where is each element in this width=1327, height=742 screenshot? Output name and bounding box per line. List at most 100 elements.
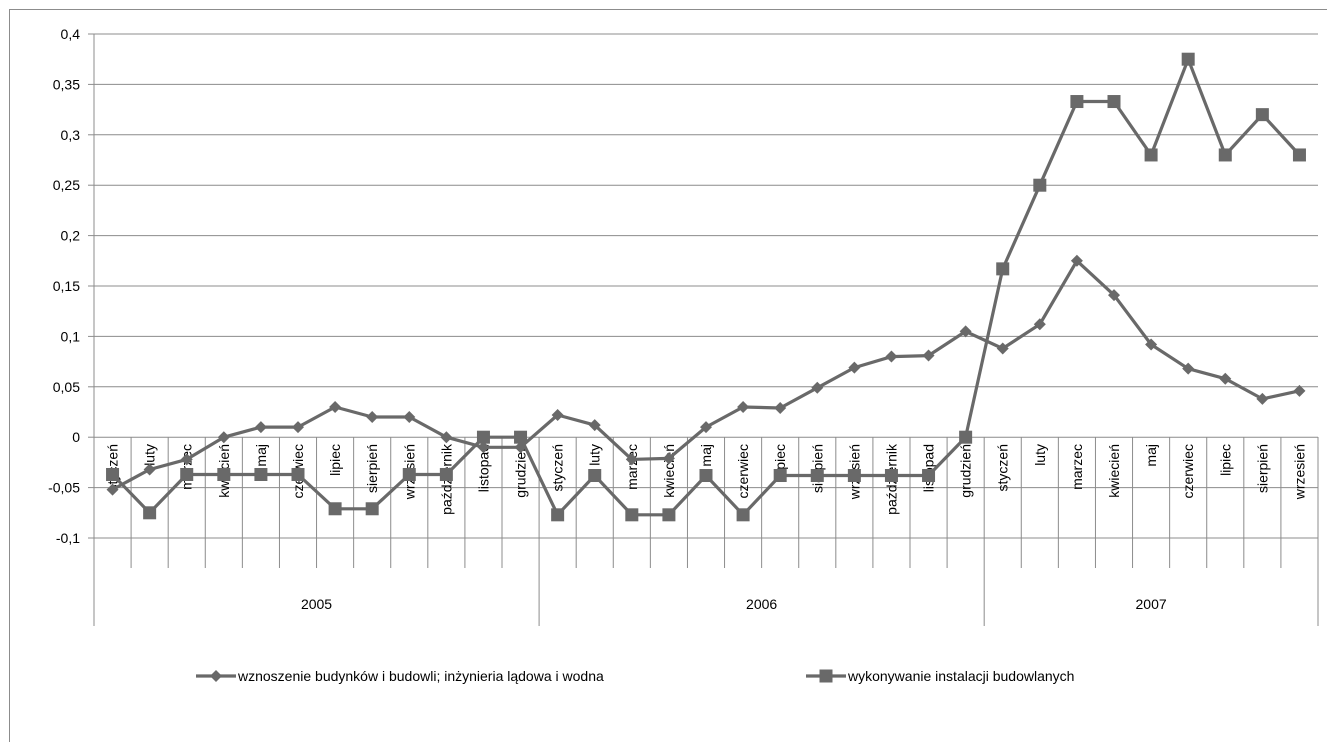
- data-point-square: [402, 467, 416, 481]
- data-point-square: [1107, 95, 1121, 109]
- x-category-label: styczeń: [550, 444, 566, 491]
- data-point-diamond: [700, 421, 712, 434]
- y-tick-label: 0,15: [53, 278, 80, 294]
- x-category-label: luty: [1032, 444, 1048, 466]
- data-point-diamond: [180, 453, 193, 466]
- data-point-square: [662, 508, 676, 522]
- x-category-label: maj: [253, 444, 269, 467]
- y-axis-ticks: -0,1 -0,05 0 0,05 0,1 0,15 0,2 0,25 0,3 0,35 0,4: [48, 26, 80, 546]
- data-point-diamond: [477, 441, 490, 454]
- data-point-square: [551, 508, 565, 522]
- data-point-diamond: [292, 421, 304, 434]
- series-lines: [106, 52, 1306, 522]
- data-point-diamond: [662, 452, 675, 465]
- data-point-square: [1255, 108, 1269, 122]
- data-point-diamond: [329, 400, 342, 413]
- x-category-label: sierpień: [809, 444, 825, 493]
- data-point-diamond: [959, 325, 972, 338]
- data-point-square: [699, 469, 713, 483]
- data-point-diamond: [1070, 254, 1083, 267]
- x-category-label: styczeń: [995, 444, 1011, 491]
- data-point-diamond: [588, 419, 601, 432]
- x-category-label: lipiec: [327, 444, 343, 476]
- data-point-square: [476, 430, 490, 444]
- data-point-square: [291, 467, 305, 481]
- data-point-diamond: [922, 349, 935, 362]
- x-category-label: grudzień: [958, 444, 974, 498]
- data-point-square: [959, 430, 973, 444]
- x-category-label: kwiecień: [1106, 444, 1122, 498]
- data-point-square: [625, 508, 639, 522]
- data-point-diamond: [551, 409, 564, 422]
- data-point-diamond: [106, 483, 119, 496]
- data-point-square: [810, 469, 824, 483]
- data-point-diamond: [366, 411, 379, 424]
- x-category-label: luty: [142, 444, 158, 466]
- x-category-label: sierpień: [1254, 444, 1270, 493]
- data-point-diamond: [811, 381, 824, 394]
- year-label: 2006: [746, 596, 777, 612]
- y-tick-label: -0,1: [56, 530, 80, 546]
- x-category-label: wrzesień: [1291, 444, 1307, 500]
- y-tick-label: 0,4: [61, 26, 81, 42]
- data-point-square: [439, 467, 453, 481]
- data-point-square: [996, 262, 1010, 276]
- data-point-diamond: [1108, 289, 1120, 302]
- y-tick-label: 0,3: [61, 127, 81, 143]
- data-point-square: [847, 469, 861, 483]
- x-category-label: listopad: [475, 444, 491, 492]
- legend-marker-square: [819, 669, 833, 683]
- data-point-square: [922, 469, 936, 483]
- y-tick-label: -0,05: [48, 480, 80, 496]
- data-point-square: [1181, 52, 1195, 66]
- x-category-label: marzec: [1069, 444, 1085, 490]
- x-category-label: marzec: [179, 444, 195, 490]
- data-point-diamond: [774, 401, 787, 414]
- y-tick-label: 0,05: [53, 379, 80, 395]
- data-point-square: [514, 430, 528, 444]
- x-axis-categories: 2005 2006 2007 styczeń luty marzec kwiecień maj…: [93, 437, 1319, 626]
- data-point-square: [588, 469, 602, 483]
- data-point-square: [1218, 148, 1232, 162]
- y-tick-label: 0,1: [61, 328, 81, 344]
- legend-label: wykonywanie instalacji budowlanych: [847, 668, 1074, 684]
- data-point-square: [884, 469, 898, 483]
- legend-label: wznoszenie budynków i budowli; inżynieri…: [237, 668, 604, 684]
- data-point-diamond: [1145, 338, 1158, 351]
- data-point-square: [217, 467, 231, 481]
- year-label: 2005: [301, 596, 332, 612]
- data-point-square: [106, 467, 120, 481]
- data-point-square: [1144, 148, 1158, 162]
- y-tick-label: 0,25: [53, 177, 80, 193]
- x-category-label: maj: [698, 444, 714, 467]
- x-category-label: luty: [587, 444, 603, 466]
- data-point-square: [773, 469, 787, 483]
- legend: wznoszenie budynków i budowli; inżynieri…: [196, 668, 1074, 684]
- data-point-square: [254, 467, 268, 481]
- data-point-diamond: [217, 431, 230, 444]
- data-point-diamond: [1219, 372, 1232, 385]
- x-category-label: maj: [1143, 444, 1159, 467]
- data-point-diamond: [737, 400, 750, 413]
- data-point-diamond: [440, 431, 453, 444]
- x-category-label: grudzień: [513, 444, 529, 498]
- data-point-square: [736, 508, 750, 522]
- x-category-label: czerwiec: [1180, 444, 1196, 498]
- y-tick-label: 0,2: [61, 228, 81, 244]
- data-point-diamond: [848, 361, 861, 374]
- data-point-diamond: [403, 411, 416, 424]
- data-point-diamond: [1182, 362, 1195, 375]
- data-point-diamond: [625, 453, 638, 466]
- x-category-label: sierpień: [364, 444, 380, 493]
- data-point-diamond: [254, 421, 267, 434]
- data-point-square: [1070, 95, 1084, 109]
- x-category-label: czerwiec: [735, 444, 751, 498]
- data-point-diamond: [1293, 384, 1306, 397]
- data-point-square: [180, 467, 194, 481]
- data-point-square: [328, 502, 342, 516]
- data-point-diamond: [885, 350, 898, 363]
- chart-frame: [9, 9, 1327, 742]
- x-category-label: lipiec: [772, 444, 788, 476]
- y-tick-label: 0,35: [53, 76, 80, 92]
- year-label: 2007: [1136, 596, 1167, 612]
